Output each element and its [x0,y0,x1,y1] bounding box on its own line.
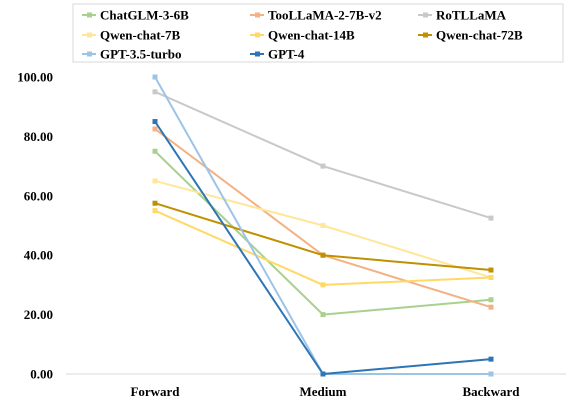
x-tick-label: Forward [130,384,180,399]
data-point [152,74,158,80]
legend-label: GPT-4 [268,47,305,62]
x-tick-label: Backward [462,384,520,399]
data-point [320,282,326,288]
series-line [154,120,492,375]
y-tick-label: 20.00 [24,307,53,322]
series [152,208,494,288]
data-point [488,215,494,221]
legend-label: GPT-3.5-turbo [100,47,182,62]
legend-swatch-marker [423,12,428,18]
legend-entry: Qwen-chat-72B [418,28,523,43]
data-point [320,163,326,169]
data-point [320,312,326,318]
data-point [488,371,494,377]
legend-swatch-marker [423,32,428,38]
legend-swatch-marker [87,12,92,18]
series [152,200,494,273]
data-point [152,178,158,184]
series-layer [152,74,494,377]
legend-box [72,3,564,63]
legend-entry: RoTLLaMA [418,8,507,23]
legend-entry: Qwen-chat-7B [82,28,180,43]
series-line [154,202,492,272]
legend-entry: GPT-3.5-turbo [82,47,182,62]
series [152,119,494,377]
legend-label: RoTLLaMA [436,8,507,23]
legend: ChatGLM-3-6B TooLLaMA-2-7B-v2 RoTLLaMA Qwen… [72,3,564,63]
legend-label: Qwen-chat-72B [436,28,523,43]
data-point [488,304,494,310]
legend-label: Qwen-chat-14B [268,28,355,43]
y-tick-label: 60.00 [24,188,53,203]
legend-swatch-marker [255,12,260,18]
data-point [320,223,326,228]
y-tick-label: 0.00 [30,367,53,382]
x-tick-label: Medium [300,384,347,399]
data-point [320,252,326,258]
data-point [488,297,494,303]
legend-entry: GPT-4 [250,47,305,62]
y-tick-label: 40.00 [24,248,53,263]
legend-swatch-marker [87,32,92,38]
data-point [152,89,158,95]
legend-entry: TooLLaMA-2-7B-v2 [250,8,382,23]
y-tick-label: 100.00 [17,70,53,85]
legend-swatch-marker [87,51,92,57]
series-line [154,209,492,286]
legend-entry: ChatGLM-3-6B [82,8,189,23]
legend-swatch-marker [255,51,260,57]
legend-label: Qwen-chat-7B [100,28,180,43]
series [152,89,494,221]
data-point [152,126,158,132]
data-point [152,208,158,214]
legend-label: ChatGLM-3-6B [100,8,189,23]
axes: 0.00 20.00 40.00 60.00 80.00 100.00 Forward Med… [17,70,566,399]
legend-swatch-marker [255,32,260,38]
legend-label: TooLLaMA-2-7B-v2 [268,8,382,23]
data-point [152,200,158,206]
data-point [320,371,326,377]
series-line [154,179,492,279]
data-point [152,148,158,154]
data-point [488,356,494,362]
data-point [488,274,494,280]
data-point [152,119,158,125]
data-point [488,267,494,273]
y-tick-label: 80.00 [24,129,53,144]
legend-entry: Qwen-chat-14B [250,28,355,43]
